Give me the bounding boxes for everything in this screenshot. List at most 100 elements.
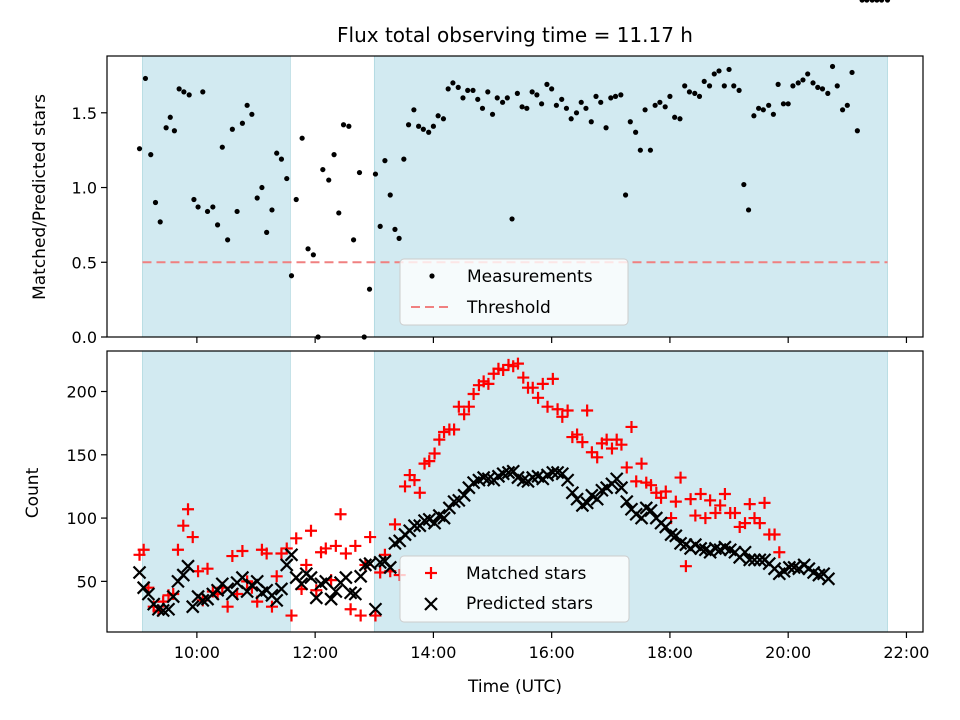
measurement-point <box>455 84 461 90</box>
measurement-point <box>405 122 412 128</box>
measurement-point <box>346 123 352 129</box>
matched-star-point <box>438 426 451 439</box>
matched-star-point <box>517 371 530 384</box>
predicted-star-point <box>614 480 629 495</box>
measurement-point <box>167 114 173 120</box>
measurement-point <box>667 93 673 99</box>
matched-star-point <box>452 400 465 413</box>
count-legend: Matched stars Predicted stars <box>399 555 630 623</box>
measurement-point <box>706 83 713 89</box>
measurement-point <box>152 199 159 206</box>
time-x-axis: 10:00 12:00 14:00 16:00 18:00 20:00 22:00 <box>174 632 929 662</box>
predicted-star-point <box>787 560 801 575</box>
measurement-point <box>420 126 426 132</box>
measurement-point <box>440 116 447 122</box>
measurement-point <box>356 169 363 176</box>
matched-legend-marker <box>425 567 437 579</box>
measurement-point <box>815 84 821 90</box>
measurement-point <box>470 87 476 93</box>
predicted-star-point <box>457 488 471 503</box>
x-tick-label: 22:00 <box>883 643 929 662</box>
measurement-point <box>598 99 604 105</box>
matched-star-point <box>290 532 303 545</box>
matched-star-point <box>704 494 717 507</box>
measurement-point <box>795 80 801 86</box>
predicted-star-point <box>742 553 757 567</box>
matched-star-point <box>334 508 347 521</box>
measurement-point <box>382 158 388 164</box>
measurement-point <box>633 129 639 135</box>
measurement-point <box>622 192 629 198</box>
measurement-point <box>612 93 619 99</box>
predicted-star-point <box>274 582 289 596</box>
measurement-point <box>637 147 643 153</box>
measurement-point <box>366 286 373 292</box>
measurement-point <box>603 125 609 131</box>
predicted-star-point <box>304 570 318 585</box>
y-tick-label: 1.5 <box>72 104 97 123</box>
measurement-point <box>627 119 633 125</box>
measurement-point <box>331 152 337 158</box>
matched-star-point <box>669 495 682 508</box>
matched-star-point <box>551 403 564 416</box>
measurement-point <box>721 83 727 89</box>
measurement-point <box>780 101 787 107</box>
measurement-point <box>770 111 777 117</box>
matched-star-point <box>413 486 426 499</box>
measurement-point <box>745 207 752 213</box>
measurement-point <box>171 128 178 134</box>
measurement-point <box>751 113 757 119</box>
y-tick-label: 1.0 <box>72 179 97 198</box>
measurement-point <box>489 111 496 117</box>
measurement-point <box>239 120 246 126</box>
predicted-star-point <box>644 503 658 518</box>
matched-star-point <box>270 570 283 583</box>
measurement-point <box>465 87 471 93</box>
predicted-star-point <box>309 591 324 605</box>
measurement-point <box>736 87 742 93</box>
matched-star-point <box>743 498 756 511</box>
matched-star-point <box>171 543 184 556</box>
predicted-star-point <box>821 572 836 586</box>
measurement-point <box>568 116 574 122</box>
measurement-point <box>874 0 880 3</box>
predicted-star-point <box>753 553 767 567</box>
matched-star-point <box>364 531 377 544</box>
measurement-point <box>608 95 614 101</box>
measurement-point <box>340 122 347 128</box>
matched-star-point <box>532 391 545 404</box>
predicted-star-point <box>368 602 383 616</box>
predicted-star-point <box>358 558 373 572</box>
matched-star-point <box>369 609 382 622</box>
count-panel: 50 100 150 200 10:00 12:00 14:00 16:00 18:00 20:… <box>23 351 929 697</box>
matched-star-point <box>182 503 195 516</box>
measurement-point <box>387 192 393 198</box>
matched-star-point <box>536 377 549 390</box>
measurement-point <box>401 156 407 162</box>
measurement-point <box>686 89 693 95</box>
count-plot-frame <box>106 350 924 633</box>
measurement-point <box>869 0 875 3</box>
measurement-points <box>136 0 891 340</box>
predicted-star-point <box>151 602 166 616</box>
matched-star-point <box>349 539 362 552</box>
measurement-point <box>350 237 357 243</box>
predicted-star-point <box>407 518 422 533</box>
predicted-star-point <box>580 496 594 510</box>
x-tick-label: 12:00 <box>292 643 338 662</box>
ratio-legend: Measurements Threshold <box>399 258 629 326</box>
predicted-star-point <box>343 585 358 600</box>
measurement-point <box>859 0 865 3</box>
measurement-point <box>539 101 545 107</box>
matched-star-point <box>428 447 441 460</box>
shaded-interval <box>142 55 291 338</box>
matched-star-point <box>571 428 584 441</box>
matched-star-point <box>655 491 668 504</box>
measurement-point <box>305 246 311 252</box>
predicted-star-point <box>590 492 604 506</box>
predicted-star-points <box>134 465 836 618</box>
matched-star-point <box>600 433 613 446</box>
matched-star-point <box>753 517 766 530</box>
measurement-point <box>200 89 206 95</box>
predicted-star-point <box>339 570 353 585</box>
